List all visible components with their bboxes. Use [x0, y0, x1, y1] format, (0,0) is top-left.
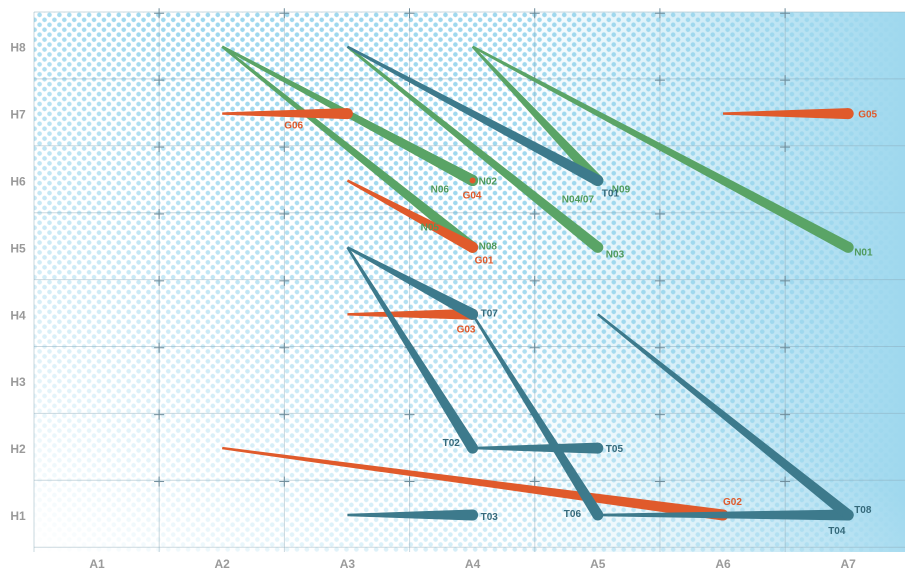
path-label: G05: [858, 110, 877, 121]
path-label: N05: [421, 223, 440, 234]
path-t02: [346, 246, 478, 451]
x-tick-label: A1: [89, 557, 105, 571]
x-tick-label: A5: [590, 557, 606, 571]
y-tick-label: H8: [10, 41, 26, 55]
path-label: T04: [828, 526, 846, 537]
x-tick-label: A2: [215, 557, 231, 571]
paths: [221, 45, 854, 521]
y-tick-label: H1: [10, 509, 26, 523]
path-t05: [472, 442, 598, 454]
path-end-cap: [467, 308, 479, 320]
path-label: T05: [606, 444, 624, 455]
path-g02: [222, 446, 724, 521]
y-tick-label: H7: [10, 108, 26, 122]
path-n04-07: [471, 45, 602, 185]
path-t01: [346, 45, 601, 186]
path-end-cap: [842, 108, 854, 120]
path-g06: [222, 108, 348, 120]
path-t08: [597, 313, 852, 520]
y-tick-label: H5: [10, 241, 26, 255]
x-tick-label: A6: [715, 557, 731, 571]
x-tick-label: A7: [841, 557, 857, 571]
path-t04: [597, 509, 849, 521]
path-label: T08: [854, 505, 872, 516]
path-label: N08: [479, 241, 498, 252]
plot-background-fade: [34, 12, 905, 552]
path-t03: [347, 509, 473, 521]
path-label: T01: [602, 189, 620, 200]
path-n08: [221, 45, 476, 252]
path-label: T03: [481, 512, 499, 523]
path-label: N03: [606, 249, 625, 260]
path-end-cap: [842, 241, 854, 253]
path-label: N04/07: [562, 195, 595, 206]
path-n03: [346, 45, 602, 252]
y-tick-label: H3: [10, 375, 26, 389]
path-label: N02: [479, 177, 498, 188]
path-label: G03: [457, 324, 476, 335]
path-g05: [723, 108, 849, 120]
path-label: T06: [564, 509, 582, 520]
path-label: G01: [475, 255, 494, 266]
grid: [33, 8, 905, 552]
path-g03: [347, 308, 473, 320]
path-label: N06: [431, 185, 450, 196]
x-tick-label: A3: [340, 557, 356, 571]
y-tick-label: H2: [10, 442, 26, 456]
path-end-cap: [842, 509, 854, 521]
path-t07: [346, 246, 476, 320]
path-g04: [469, 177, 476, 184]
axes: A1 A2 A3 A4 A5 A6 A7 H1 H2 H3 H4 H5 H6 H7 H8: [10, 41, 856, 571]
x-tick-label: A4: [465, 557, 481, 571]
path-g01: [346, 179, 476, 253]
path-label: N01: [854, 247, 873, 258]
path-t06: [471, 313, 603, 518]
path-label: T07: [481, 308, 499, 319]
y-tick-label: H4: [10, 308, 26, 322]
path-end-cap: [592, 241, 604, 253]
y-tick-label: H6: [10, 175, 26, 189]
path-label: T02: [443, 438, 461, 449]
path-label: N09: [612, 185, 631, 196]
path-end-cap: [467, 509, 479, 521]
path-label: G06: [284, 121, 303, 132]
path-end-cap: [467, 241, 479, 253]
path-end-cap: [341, 108, 353, 120]
path-label: G04: [463, 191, 482, 202]
path-label: G02: [723, 497, 742, 508]
path-end-cap: [592, 175, 604, 186]
path-end-cap: [592, 442, 604, 454]
path-n01: [472, 45, 851, 253]
path-end-cap: [592, 509, 604, 521]
